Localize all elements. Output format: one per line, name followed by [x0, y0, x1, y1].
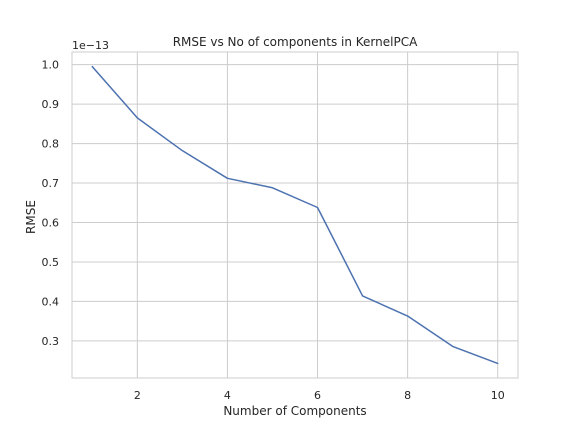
x-tick-label: 4 [224, 389, 231, 402]
x-tick-labels: 2 4 6 8 10 [134, 389, 505, 402]
y-offset-label: 1e−13 [72, 39, 109, 52]
x-tick-label: 2 [134, 389, 141, 402]
rmse-series-line [91, 65, 499, 365]
y-tick-label: 0.4 [42, 295, 60, 308]
grid-lines [72, 52, 518, 378]
x-tick-label: 8 [404, 389, 411, 402]
plot-frame [71, 51, 519, 379]
y-tick-labels: 0.3 0.4 0.5 0.6 0.7 0.8 0.9 1.0 [42, 59, 60, 348]
y-tick-label: 1.0 [42, 59, 60, 72]
y-axis-label: RMSE [24, 200, 38, 234]
x-axis-label: Number of Components [223, 404, 366, 418]
series-layer [91, 65, 499, 365]
y-tick-label: 0.7 [42, 177, 60, 190]
y-tick-label: 0.8 [42, 138, 60, 151]
y-tick-label: 0.6 [42, 216, 60, 229]
x-tick-label: 10 [491, 389, 505, 402]
y-tick-label: 0.9 [42, 98, 60, 111]
chart-title: RMSE vs No of components in KernelPCA [173, 35, 418, 49]
y-tick-label: 0.3 [42, 335, 60, 348]
y-tick-label: 0.5 [42, 256, 60, 269]
x-tick-label: 6 [314, 389, 321, 402]
